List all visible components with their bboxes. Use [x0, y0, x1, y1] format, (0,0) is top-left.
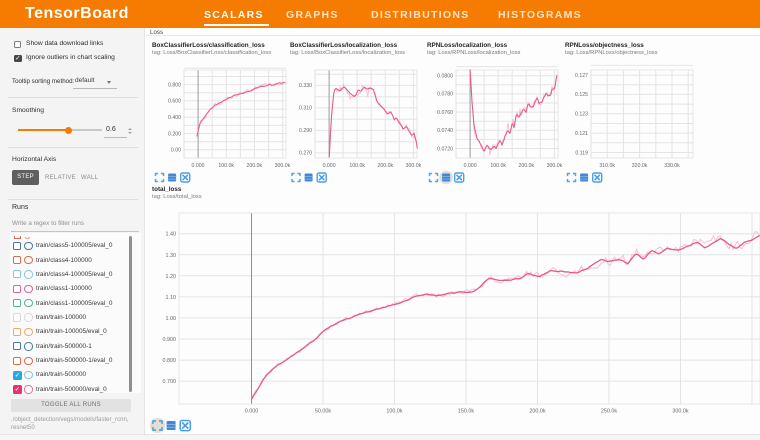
svg-text:250.0k: 250.0k: [601, 409, 617, 415]
svg-text:0.0720: 0.0720: [437, 146, 453, 152]
svg-text:300.0k: 300.0k: [672, 409, 688, 415]
svg-text:0.123: 0.123: [575, 112, 588, 118]
svg-text:0.330: 0.330: [299, 83, 312, 89]
svg-text:0.119: 0.119: [575, 150, 588, 156]
svg-text:0.0740: 0.0740: [437, 128, 453, 134]
svg-text:310.0k: 310.0k: [599, 163, 615, 169]
svg-text:100.0k: 100.0k: [490, 163, 506, 169]
svg-text:300.0k: 300.0k: [406, 163, 422, 169]
svg-text:300.0k: 300.0k: [547, 163, 563, 169]
svg-text:0.400: 0.400: [168, 115, 181, 121]
svg-text:200.0k: 200.0k: [519, 163, 535, 169]
svg-text:0.00: 0.00: [171, 148, 181, 154]
svg-text:0.0760: 0.0760: [437, 110, 453, 116]
svg-text:0.600: 0.600: [168, 99, 181, 105]
svg-text:200.0k: 200.0k: [378, 163, 394, 169]
svg-text:0.000: 0.000: [245, 409, 259, 415]
svg-text:0.000: 0.000: [192, 163, 205, 169]
svg-text:1.30: 1.30: [166, 253, 177, 259]
svg-text:0.200: 0.200: [168, 131, 181, 137]
svg-text:300.0k: 300.0k: [275, 163, 291, 169]
svg-text:100.0k: 100.0k: [349, 163, 365, 169]
svg-text:0.310: 0.310: [299, 106, 312, 112]
svg-text:0.0800: 0.0800: [437, 74, 453, 80]
svg-text:0.0780: 0.0780: [437, 92, 453, 98]
svg-text:150.0k: 150.0k: [458, 409, 474, 415]
svg-text:0.800: 0.800: [168, 82, 181, 88]
svg-text:1.00: 1.00: [166, 316, 177, 322]
svg-text:0.121: 0.121: [575, 131, 588, 137]
svg-text:1.10: 1.10: [166, 295, 177, 301]
svg-text:320.0k: 320.0k: [632, 163, 648, 169]
svg-text:0.270: 0.270: [299, 151, 312, 157]
svg-text:0.000: 0.000: [323, 163, 336, 169]
svg-text:50.00k: 50.00k: [315, 409, 331, 415]
svg-text:0.800: 0.800: [163, 358, 177, 364]
svg-text:1.40: 1.40: [166, 232, 177, 238]
svg-text:0.900: 0.900: [163, 337, 177, 343]
svg-text:100.0k: 100.0k: [386, 409, 402, 415]
svg-text:330.0k: 330.0k: [664, 163, 680, 169]
svg-text:100.0k: 100.0k: [218, 163, 234, 169]
svg-text:0.127: 0.127: [575, 73, 588, 79]
svg-text:1.20: 1.20: [166, 274, 177, 280]
svg-text:0.000: 0.000: [464, 163, 477, 169]
svg-text:0.700: 0.700: [163, 379, 177, 385]
svg-text:200.0k: 200.0k: [247, 163, 263, 169]
svg-text:0.125: 0.125: [575, 92, 588, 98]
svg-text:0.290: 0.290: [299, 128, 312, 134]
svg-text:200.0k: 200.0k: [529, 409, 545, 415]
